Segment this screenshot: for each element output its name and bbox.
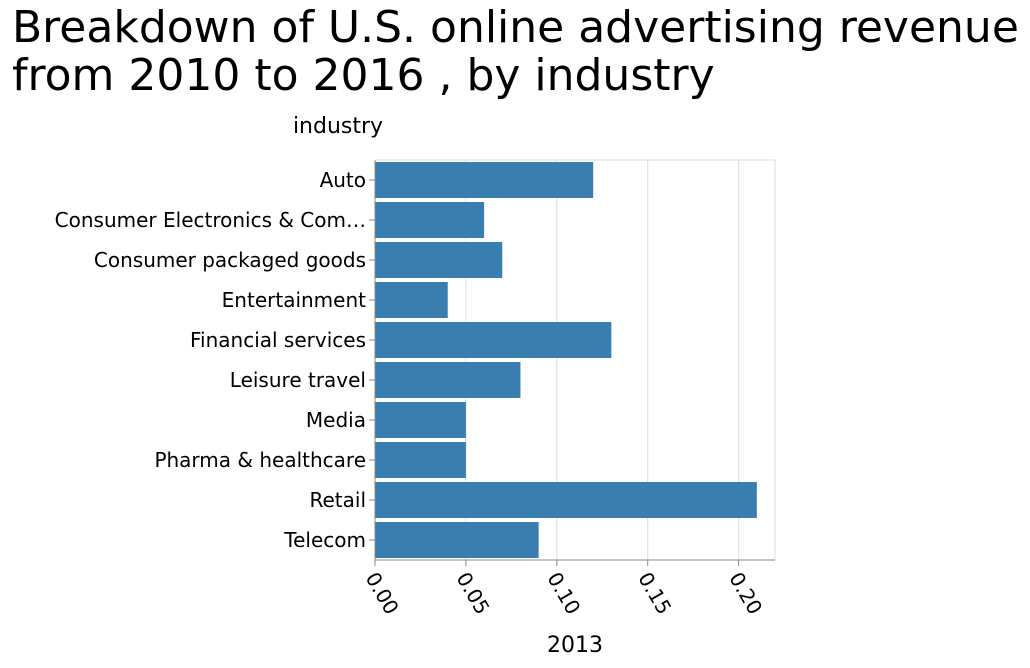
chart-title: Breakdown of U.S. online advertising rev…: [12, 2, 1019, 101]
bar-9: [375, 522, 539, 558]
bars: [375, 162, 757, 558]
bar-7: [375, 442, 466, 478]
y-tick-label: Financial services: [190, 328, 366, 352]
y-tick-label: Consumer Electronics & Com…: [55, 208, 366, 232]
bar-4: [375, 322, 612, 358]
bar-5: [375, 362, 521, 398]
y-tick-label: Media: [306, 408, 366, 432]
y-tick-label: Pharma & healthcare: [154, 448, 366, 472]
bar-3: [375, 282, 448, 318]
x-tick-label: 0.15: [633, 568, 676, 619]
y-tick-label: Leisure travel: [230, 368, 366, 392]
y-tick-label: Entertainment: [222, 288, 366, 312]
x-tick-label: 0.10: [542, 568, 585, 619]
axes: Auto Consumer Electronics & Com… Consumer …: [55, 160, 775, 619]
bar-6: [375, 402, 466, 438]
y-tick-label: Telecom: [283, 528, 366, 552]
x-tick-label: 0.05: [452, 568, 495, 619]
bar-2: [375, 242, 503, 278]
x-tick-label: 0.20: [724, 568, 767, 619]
bar-1: [375, 202, 485, 238]
y-tick-label: Consumer packaged goods: [94, 248, 366, 272]
x-tick-label: 0.00: [361, 568, 404, 619]
bar-0: [375, 162, 594, 198]
y-tick-label: Auto: [320, 168, 366, 192]
y-axis-title: industry: [293, 114, 383, 139]
x-axis-title: 2013: [547, 633, 603, 658]
y-tick-label: Retail: [309, 488, 366, 512]
bar-8: [375, 482, 757, 518]
